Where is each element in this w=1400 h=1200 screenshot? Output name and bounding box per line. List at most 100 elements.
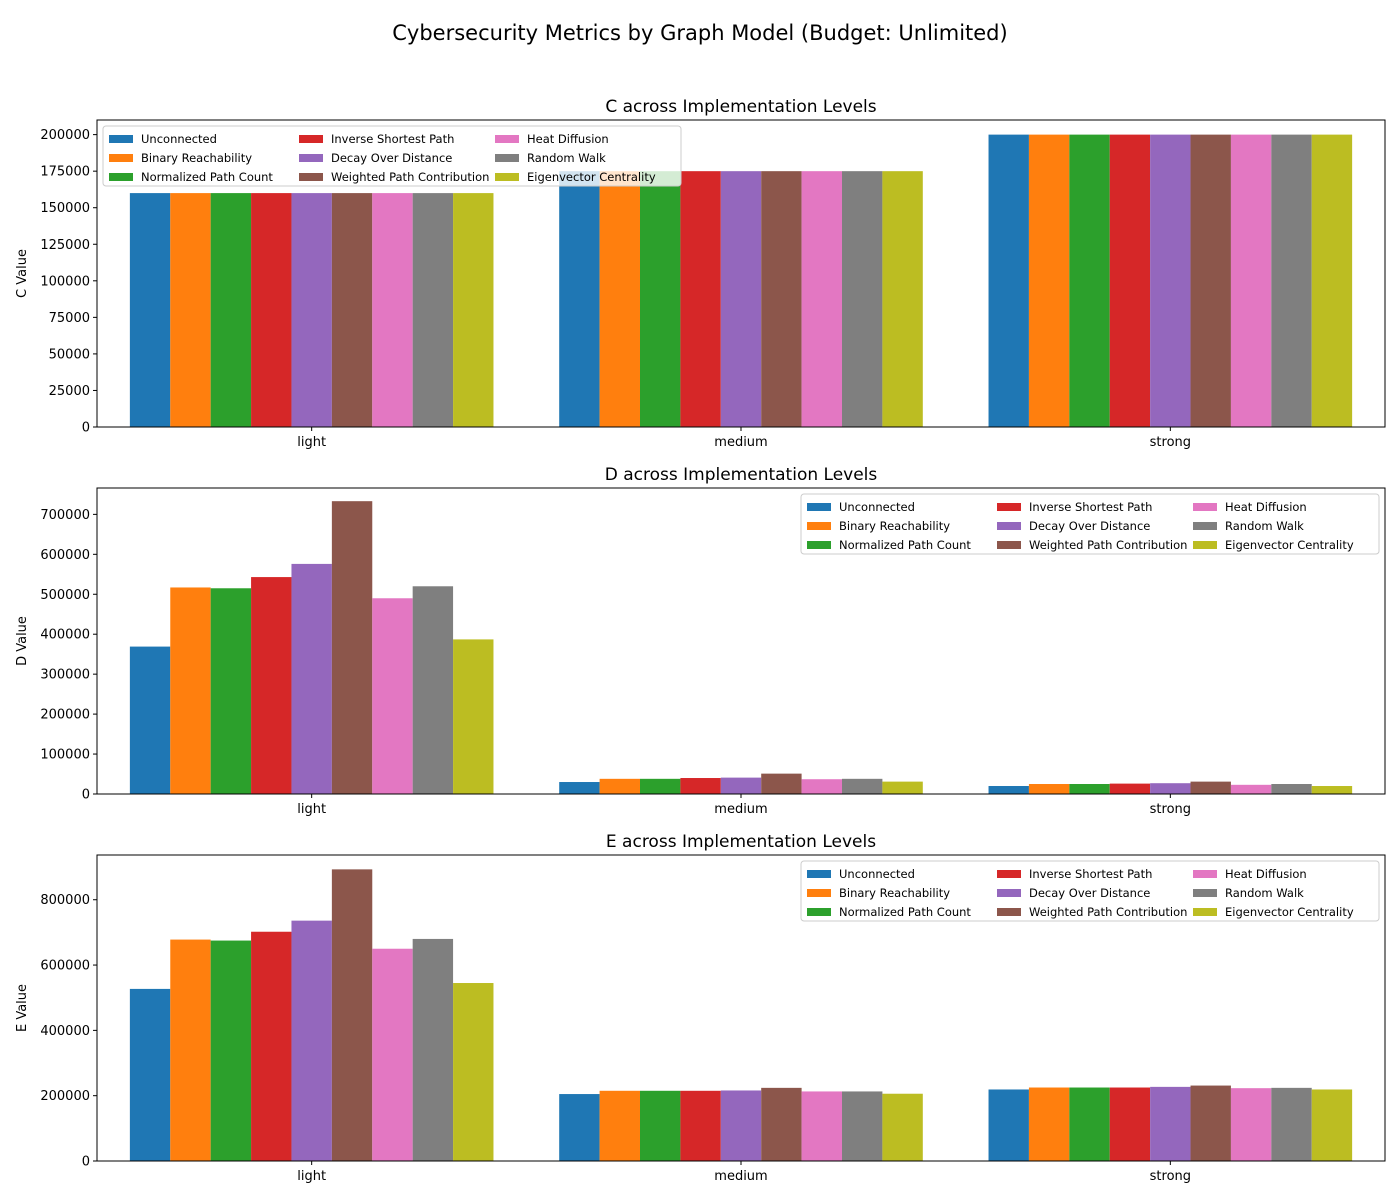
bar-random-walk-medium (842, 778, 883, 794)
legend: Unconnected Binary Reachability Normalized… (102, 125, 682, 187)
y-tick-label: 100000 (40, 274, 90, 289)
x-tick-label: medium (714, 435, 767, 450)
bar-decay-over-distance-light (291, 193, 332, 427)
bar-weighted-path-contribution-light (331, 193, 373, 427)
bar-unconnected-medium (559, 1094, 600, 1161)
legend-label: Heat Diffusion (1225, 500, 1307, 514)
bar-random-walk-strong (1271, 1087, 1312, 1161)
bar-decay-over-distance-medium (720, 777, 762, 794)
legend-label: Unconnected (839, 867, 915, 881)
legend: Unconnected Binary Reachability Normalized… (800, 860, 1380, 922)
bar-unconnected-light (129, 646, 171, 794)
bar-binary-reachability-medium (599, 1090, 640, 1161)
x-tick-label: light (297, 435, 326, 450)
y-tick-label: 400000 (40, 628, 90, 643)
legend-swatch (997, 522, 1021, 530)
bar-heat-diffusion-medium (801, 1091, 842, 1161)
bar-heat-diffusion-light (372, 598, 413, 794)
legend-label: Random Walk (1225, 886, 1304, 900)
x-tick-label: light (297, 802, 326, 817)
bar-eigenvector-centrality-light (453, 193, 494, 427)
legend-swatch (109, 173, 133, 181)
bar-weighted-path-contribution-strong (1190, 1085, 1231, 1161)
legend-swatch (1193, 870, 1217, 878)
y-tick-label: 200000 (40, 1089, 90, 1104)
bar-unconnected-medium (559, 782, 600, 794)
y-tick-label: 0 (82, 421, 90, 436)
bar-eigenvector-centrality-medium (882, 781, 923, 794)
legend-swatch (997, 541, 1021, 549)
bar-random-walk-strong (1271, 784, 1312, 794)
bar-decay-over-distance-medium (720, 171, 762, 427)
bar-binary-reachability-medium (599, 778, 640, 794)
y-tick-label: 50000 (49, 347, 90, 362)
bar-heat-diffusion-strong (1230, 1088, 1272, 1161)
legend-swatch (1193, 503, 1217, 511)
legend-swatch (807, 870, 831, 878)
y-tick-label: 300000 (40, 668, 90, 683)
bar-decay-over-distance-strong (1150, 783, 1191, 794)
bar-eigenvector-centrality-strong (1311, 1089, 1353, 1161)
bar-decay-over-distance-light (291, 563, 332, 794)
bar-heat-diffusion-strong (1230, 134, 1272, 427)
legend-box (102, 125, 682, 187)
y-tick-label: 150000 (40, 201, 90, 216)
legend-label: Normalized Path Count (141, 170, 273, 184)
bar-weighted-path-contribution-light (331, 501, 373, 794)
bar-decay-over-distance-light (291, 920, 332, 1161)
bar-weighted-path-contribution-medium (761, 1087, 802, 1161)
legend-swatch (495, 135, 519, 143)
bar-eigenvector-centrality-strong (1311, 786, 1353, 794)
legend-box (800, 493, 1380, 555)
legend-swatch (1193, 889, 1217, 897)
legend-swatch (299, 135, 323, 143)
bar-inverse-shortest-path-medium (680, 1090, 721, 1161)
bar-heat-diffusion-light (372, 193, 413, 427)
legend-label: Decay Over Distance (1029, 886, 1150, 900)
bar-weighted-path-contribution-light (331, 869, 373, 1161)
bar-normalized-path-count-light (210, 940, 252, 1161)
bar-eigenvector-centrality-light (453, 639, 494, 794)
bar-random-walk-strong (1271, 134, 1312, 427)
legend-label: Eigenvector Centrality (527, 170, 656, 184)
legend: Unconnected Binary Reachability Normalized… (800, 493, 1380, 555)
legend-swatch (109, 135, 133, 143)
y-tick-label: 700000 (40, 508, 90, 523)
bar-weighted-path-contribution-strong (1190, 781, 1231, 794)
axes-frame (96, 487, 1386, 795)
legend-swatch (299, 154, 323, 162)
legend-swatch (109, 154, 133, 162)
y-tick-label: 400000 (40, 1024, 90, 1039)
y-tick-label: 600000 (40, 959, 90, 974)
chart-title: D across Implementation Levels (605, 465, 878, 485)
bar-heat-diffusion-medium (801, 171, 842, 427)
legend-label: Normalized Path Count (839, 905, 971, 919)
bar-inverse-shortest-path-light (251, 193, 292, 427)
bar-inverse-shortest-path-medium (680, 171, 721, 427)
bar-normalized-path-count-light (210, 193, 252, 427)
bar-random-walk-light (412, 586, 454, 794)
x-tick-label: strong (1150, 1169, 1191, 1184)
legend-swatch (997, 889, 1021, 897)
bar-unconnected-strong (988, 786, 1029, 794)
legend-label: Inverse Shortest Path (331, 132, 454, 146)
y-tick-label: 800000 (40, 893, 90, 908)
bar-inverse-shortest-path-light (251, 577, 292, 794)
bar-inverse-shortest-path-light (251, 931, 292, 1161)
legend-swatch (807, 541, 831, 549)
legend-label: Eigenvector Centrality (1225, 905, 1354, 919)
figure-title: Cybersecurity Metrics by Graph Model (Bu… (392, 21, 1007, 45)
x-tick-label: strong (1150, 435, 1191, 450)
bar-heat-diffusion-light (372, 948, 413, 1161)
bar-random-walk-medium (842, 171, 883, 427)
bar-eigenvector-centrality-medium (882, 1093, 923, 1161)
bar-decay-over-distance-medium (720, 1090, 762, 1161)
legend-swatch (1193, 522, 1217, 530)
legend-label: Heat Diffusion (527, 132, 609, 146)
bar-binary-reachability-light (170, 587, 211, 794)
y-tick-label: 125000 (40, 238, 90, 253)
legend-swatch (495, 154, 519, 162)
legend-label: Unconnected (141, 132, 217, 146)
bar-decay-over-distance-strong (1150, 1086, 1191, 1161)
